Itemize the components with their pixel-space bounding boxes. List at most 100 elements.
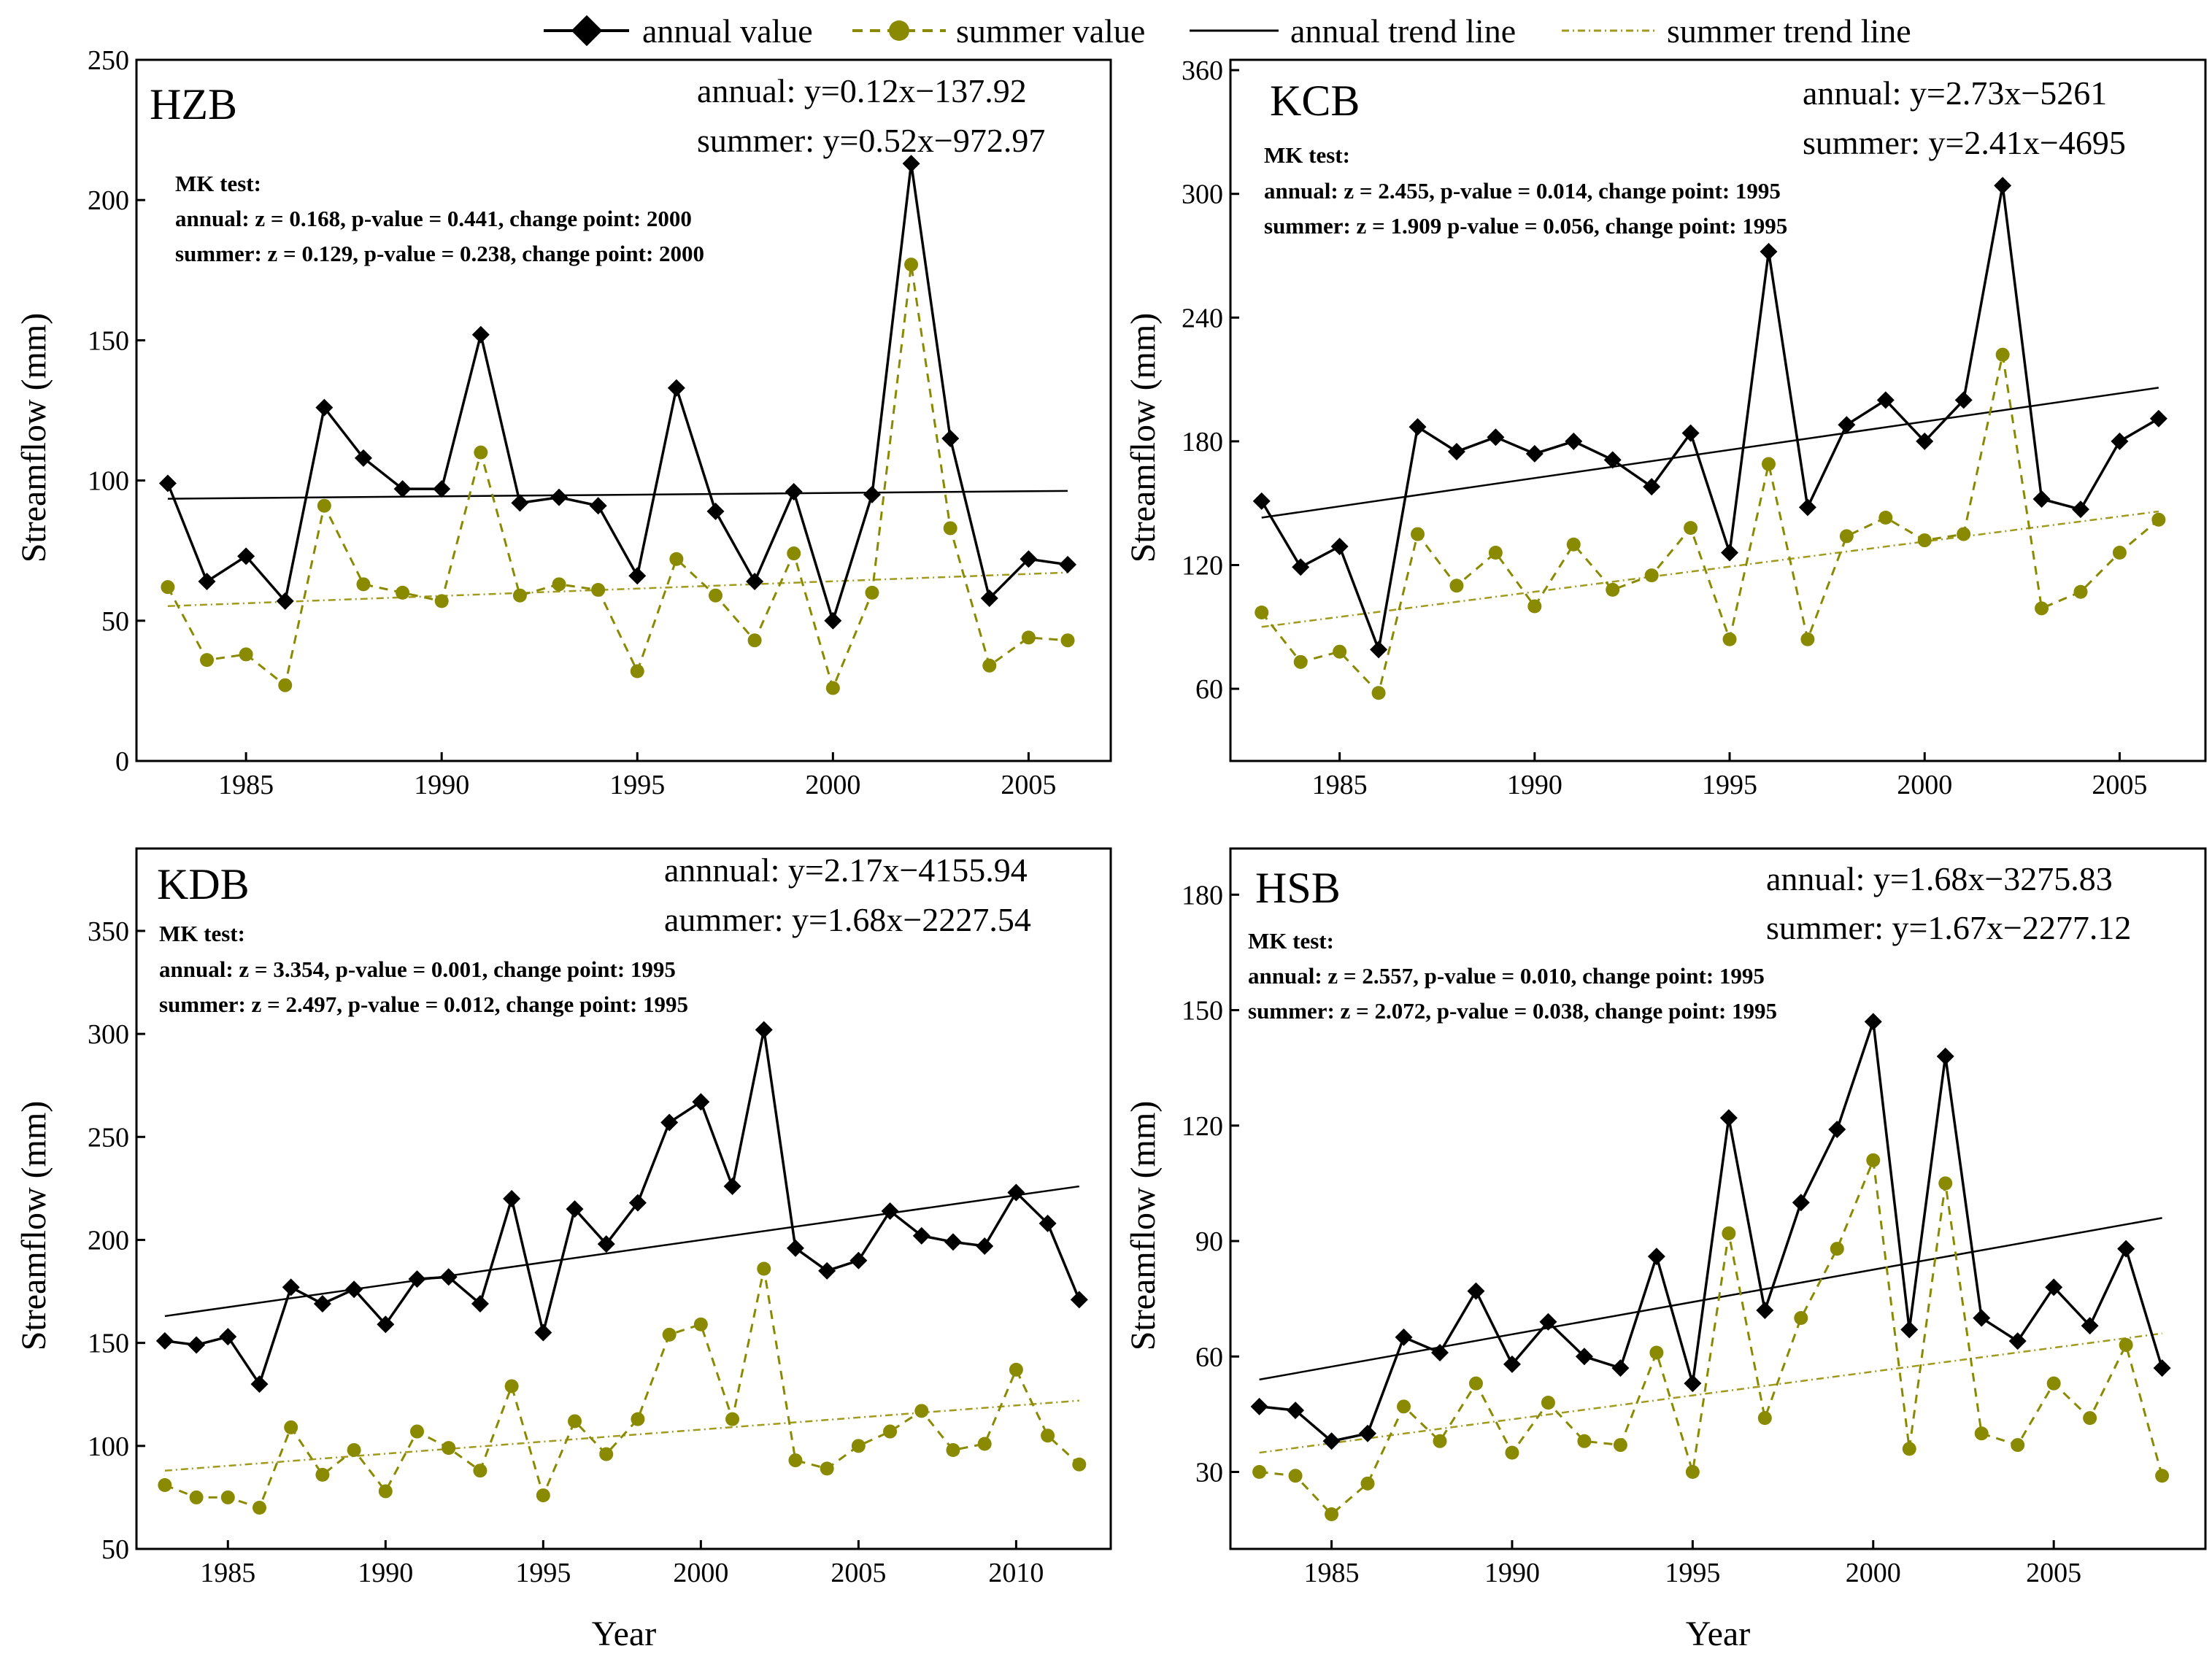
hzb-annual-point-1999 bbox=[785, 482, 803, 500]
hsb-grid-layer: 30 60 90 120 150 180 1985 1990 1995 2000 2005 bbox=[1182, 880, 2081, 1588]
kdb-annual-point-2004 bbox=[818, 1261, 836, 1280]
kdb-summer-point-2003 bbox=[788, 1453, 803, 1468]
kdb-annual-point-2007 bbox=[912, 1226, 930, 1245]
kdb-summer-point-2005 bbox=[851, 1439, 866, 1453]
panel-kdb: 50 100 150 200 250 300 350 1985 1990 1995 2000 2005… bbox=[15, 847, 1112, 1653]
kcb-summer-point-1990 bbox=[1527, 599, 1542, 614]
hzb-summer-point-1995 bbox=[630, 664, 644, 679]
kdb-annual-point-2000 bbox=[692, 1093, 710, 1111]
hsb-xtick-label-2000: 2000 bbox=[1846, 1558, 1901, 1588]
kdb-annual-point-1998 bbox=[628, 1194, 647, 1212]
kdb-annual-point-1993 bbox=[471, 1295, 489, 1313]
hzb-annual-series-line bbox=[166, 163, 1068, 625]
hzb-summer-point-1998 bbox=[747, 633, 762, 648]
kdb-summer-point-1990 bbox=[378, 1484, 393, 1499]
hsb-ytick-label-120: 120 bbox=[1182, 1111, 1223, 1142]
hsb-summer-point-2002 bbox=[1938, 1176, 1953, 1191]
kdb-summer-point-1987 bbox=[284, 1420, 298, 1434]
hzb-summer-point-1986 bbox=[278, 678, 293, 692]
hsb-summer-point-1986 bbox=[1360, 1476, 1375, 1491]
kdb-annual-point-1991 bbox=[408, 1270, 426, 1288]
kcb-annual-point-1998 bbox=[1838, 416, 1856, 434]
kcb-summer-point-1992 bbox=[1606, 582, 1620, 597]
kcb-summer-equation: summer: y=2.41x−4695 bbox=[1803, 124, 2126, 161]
hsb-y-axis-title: Streamflow (mm) bbox=[1124, 1101, 1163, 1351]
kdb-annual-point-1984 bbox=[188, 1336, 206, 1354]
hsb-mk-header: MK test: bbox=[1248, 928, 1334, 954]
hzb-summer-point-1989 bbox=[396, 585, 410, 600]
hsb-ytick-label-60: 60 bbox=[1195, 1342, 1223, 1372]
kdb-plot-frame bbox=[135, 847, 1112, 1550]
kcb-annual-trend-line bbox=[1261, 387, 2159, 519]
kcb-summer-point-1994 bbox=[1684, 521, 1698, 536]
kcb-grid-layer: 60 120 180 240 300 360 1985 1990 1995 2000 2005 bbox=[1182, 55, 2147, 800]
kcb-series-layer bbox=[1252, 177, 2167, 700]
kdb-x-axis-title: Year bbox=[592, 1615, 656, 1653]
kcb-annual-point-1985 bbox=[1330, 538, 1349, 556]
legend-annual-label: annual value bbox=[642, 12, 813, 50]
kcb-annual-point-2006 bbox=[2149, 409, 2167, 428]
hsb-summer-point-1989 bbox=[1468, 1376, 1483, 1391]
kdb-xtick-label-1990: 1990 bbox=[358, 1558, 413, 1588]
hsb-annual-point-1996 bbox=[1719, 1109, 1738, 1127]
hzb-y-axis-title: Streamflow (mm) bbox=[15, 313, 53, 563]
kdb-summer-point-1993 bbox=[473, 1464, 488, 1478]
kcb-ytick-label-240: 240 bbox=[1182, 303, 1223, 333]
hsb-annual-point-2008 bbox=[2153, 1359, 2171, 1377]
hzb-annual-point-1985 bbox=[237, 547, 255, 565]
kdb-annual-point-1983 bbox=[155, 1331, 174, 1350]
hzb-summer-point-2000 bbox=[825, 681, 840, 695]
kdb-ytick-label-100: 100 bbox=[88, 1431, 129, 1462]
hsb-xtick-label-1995: 1995 bbox=[1665, 1558, 1720, 1588]
hsb-ytick-label-150: 150 bbox=[1182, 996, 1223, 1027]
hsb-annual-point-1999 bbox=[1828, 1121, 1846, 1139]
hzb-xtick-label-2005: 2005 bbox=[1001, 770, 1056, 800]
hzb-ytick-label-100: 100 bbox=[88, 466, 129, 497]
hsb-summer-point-2007 bbox=[2119, 1337, 2133, 1352]
hsb-summer-trend-line bbox=[1259, 1332, 2162, 1454]
hsb-summer-series-line bbox=[1259, 1156, 2164, 1516]
kcb-annual-point-1986 bbox=[1370, 641, 1388, 659]
hsb-summer-point-1998 bbox=[1794, 1311, 1808, 1326]
hzb-summer-equation: summer: y=0.52x−972.97 bbox=[697, 122, 1045, 159]
hsb-trend-layer bbox=[1259, 1217, 2162, 1454]
kdb-annual-point-1987 bbox=[282, 1278, 300, 1296]
hzb-ytick-label-50: 50 bbox=[101, 606, 129, 637]
hzb-annual-point-2004 bbox=[980, 590, 998, 608]
kcb-mk-header: MK test: bbox=[1264, 142, 1350, 168]
hzb-annual-point-2003 bbox=[941, 429, 960, 447]
hzb-annual-point-1992 bbox=[511, 494, 529, 512]
kdb-summer-point-1983 bbox=[158, 1477, 172, 1492]
kdb-summer-point-2007 bbox=[914, 1404, 929, 1418]
kdb-summer-point-1998 bbox=[631, 1412, 645, 1426]
hsb-summer-point-1997 bbox=[1757, 1411, 1772, 1426]
hzb-annual-point-1998 bbox=[746, 572, 764, 590]
legend-summer-marker bbox=[889, 20, 909, 41]
kcb-summer-point-1989 bbox=[1488, 546, 1503, 560]
hsb-summer-point-1987 bbox=[1397, 1399, 1411, 1414]
kdb-annual-point-1985 bbox=[219, 1328, 237, 1346]
kcb-annual-point-2001 bbox=[1954, 391, 1973, 409]
hsb-summer-point-1990 bbox=[1505, 1445, 1519, 1460]
kdb-summer-point-2001 bbox=[725, 1412, 740, 1426]
hsb-annual-point-1988 bbox=[1430, 1343, 1449, 1361]
kdb-summer-point-2002 bbox=[757, 1261, 771, 1276]
kdb-ytick-label-200: 200 bbox=[88, 1225, 129, 1256]
hsb-annual-point-2000 bbox=[1864, 1013, 1882, 1031]
hsb-mk-summer: summer: z = 2.072, p-value = 0.038, chan… bbox=[1248, 998, 1777, 1024]
hzb-grid-layer: 0 50 100 150 200 250 1985 1990 1995 2000 2005 bbox=[88, 45, 1056, 800]
kcb-xtick-label-1995: 1995 bbox=[1702, 770, 1757, 800]
hsb-summer-point-1994 bbox=[1649, 1345, 1664, 1360]
kcb-summer-trend-line bbox=[1261, 510, 2159, 628]
hzb-mk-summer: summer: z = 0.129, p-value = 0.238, chan… bbox=[175, 241, 704, 266]
kcb-annual-point-2005 bbox=[2111, 432, 2129, 450]
kcb-xtick-label-1985: 1985 bbox=[1312, 770, 1368, 800]
hzb-xtick-label-1990: 1990 bbox=[414, 770, 469, 800]
hzb-annual-point-1997 bbox=[706, 502, 725, 520]
legend-annual-marker bbox=[571, 15, 603, 47]
hsb-summer-point-1992 bbox=[1577, 1434, 1592, 1448]
hsb-annual-series-line bbox=[1259, 1021, 2164, 1443]
kcb-annual-point-1991 bbox=[1565, 432, 1583, 450]
